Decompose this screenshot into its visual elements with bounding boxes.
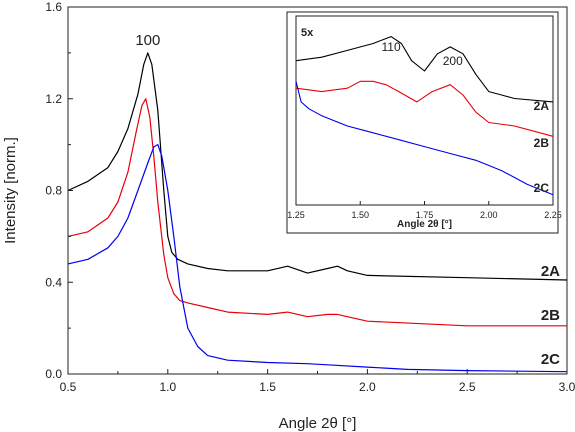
main-x-tick-label: 3.0 bbox=[559, 380, 575, 394]
main-x-tick-label: 1.0 bbox=[159, 380, 176, 394]
inset-series-label-2B: 2B bbox=[534, 136, 550, 150]
main-y-tick-label: 0.0 bbox=[45, 367, 62, 381]
inset-x-axis-title: Angle 2θ [°] bbox=[397, 219, 452, 230]
inset-x-tick-label: 1.75 bbox=[416, 210, 434, 220]
inset-box bbox=[286, 11, 559, 234]
inset-series-label-2A: 2A bbox=[534, 99, 550, 113]
inset-series-line-2C bbox=[295, 81, 554, 196]
main-x-tick-label: 2.0 bbox=[359, 380, 376, 394]
main-y-tick-label: 1.6 bbox=[45, 0, 62, 14]
inset-x-tick-label: 2.00 bbox=[480, 210, 498, 220]
main-x-tick-label: 2.5 bbox=[459, 380, 476, 394]
main-series-line-2B bbox=[67, 98, 567, 327]
main-series-label-2C: 2C bbox=[541, 351, 560, 368]
inset-peak-label-200: 200 bbox=[443, 54, 463, 68]
main-x-tick-label: 1.5 bbox=[259, 380, 276, 394]
main-y-axis-title: Intensity [norm.] bbox=[2, 137, 19, 244]
inset-x-tick-label: 2.25 bbox=[544, 210, 562, 220]
inset-peak-label-110: 110 bbox=[382, 40, 401, 54]
main-series-label-2A: 2A bbox=[541, 263, 560, 280]
inset-x-tick-label: 1.50 bbox=[351, 210, 369, 220]
main-series-label-2B: 2B bbox=[541, 307, 560, 324]
inset-series-label-2C: 2C bbox=[534, 181, 550, 195]
main-y-tick-label: 0.4 bbox=[45, 275, 62, 289]
main-series-line-2A bbox=[67, 52, 568, 281]
main-x-tick-label: 0.5 bbox=[60, 380, 77, 394]
inset-scale-label: 5x bbox=[301, 27, 314, 39]
main-y-tick-label: 0.8 bbox=[45, 184, 62, 198]
peak-label-100: 100 bbox=[135, 32, 160, 49]
main-y-tick-label: 1.2 bbox=[45, 92, 62, 106]
inset-series-line-2B bbox=[295, 80, 554, 137]
inset-series-line-2A bbox=[295, 36, 554, 103]
inset-x-tick-label: 1.25 bbox=[287, 210, 305, 220]
main-series-line-2C bbox=[67, 144, 568, 373]
main-x-axis-title: Angle 2θ [°] bbox=[279, 415, 357, 432]
